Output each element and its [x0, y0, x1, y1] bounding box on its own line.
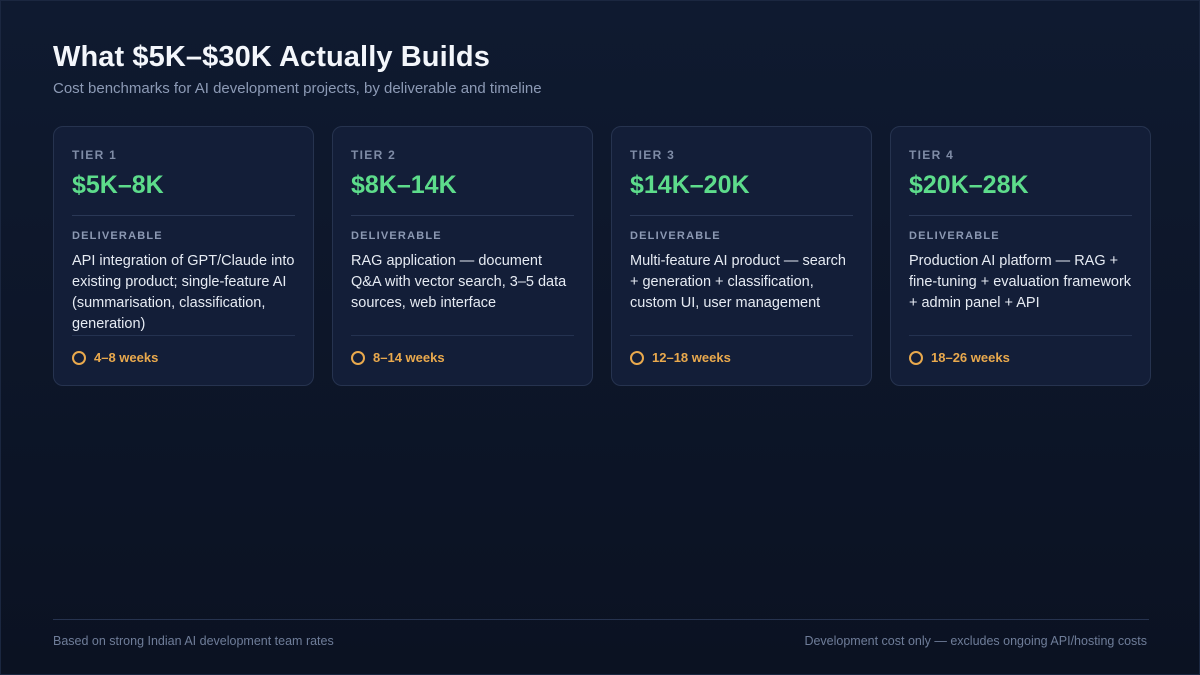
divider — [630, 215, 853, 216]
tier-label: TIER 3 — [630, 148, 676, 162]
tier-label: TIER 1 — [72, 148, 118, 162]
timeline-text: 12–18 weeks — [652, 350, 731, 365]
deliverable-text: Multi-feature AI product — search + gene… — [630, 253, 846, 311]
deliverable-text: RAG application — document Q&A with vect… — [351, 253, 567, 311]
clock-icon — [909, 350, 923, 365]
tier-price: $5K–8K — [72, 171, 164, 199]
footer-note-left: Based on strong Indian AI development te… — [53, 634, 334, 648]
deliverable-label: DELIVERABLE — [72, 230, 163, 242]
clock-icon — [72, 350, 86, 365]
timeline-text: 18–26 weeks — [931, 350, 1010, 365]
tier-price: $8K–14K — [351, 171, 457, 199]
timeline-text: 4–8 weeks — [94, 350, 159, 365]
page-title: What $5K–$30K Actually Builds — [53, 41, 490, 73]
divider — [909, 215, 1132, 216]
timeline: 8–14 weeks — [351, 350, 445, 365]
divider — [72, 215, 295, 216]
deliverable-label: DELIVERABLE — [630, 230, 721, 242]
tier-card-4: TIER 4 $20K–28K DELIVERABLE Production A… — [890, 126, 1151, 386]
divider — [351, 335, 574, 336]
timeline: 12–18 weeks — [630, 350, 731, 365]
deliverable-text: API integration of GPT/Claude into exist… — [72, 253, 295, 332]
deliverable-label: DELIVERABLE — [909, 230, 1000, 242]
tier-cards: TIER 1 $5K–8K DELIVERABLE API integratio… — [53, 126, 1151, 386]
divider — [72, 335, 295, 336]
timeline: 18–26 weeks — [909, 350, 1010, 365]
tier-card-3: TIER 3 $14K–20K DELIVERABLE Multi-featur… — [611, 126, 872, 386]
timeline-text: 8–14 weeks — [373, 350, 445, 365]
divider — [909, 335, 1132, 336]
tier-price: $20K–28K — [909, 171, 1029, 199]
tier-card-2: TIER 2 $8K–14K DELIVERABLE RAG applicati… — [332, 126, 593, 386]
deliverable-text: Production AI platform — RAG + fine-tuni… — [909, 253, 1132, 311]
tier-price: $14K–20K — [630, 171, 750, 199]
divider — [351, 215, 574, 216]
clock-icon — [630, 350, 644, 365]
divider — [630, 335, 853, 336]
tier-label: TIER 4 — [909, 148, 955, 162]
timeline: 4–8 weeks — [72, 350, 158, 365]
tier-label: TIER 2 — [351, 148, 397, 162]
tier-card-1: TIER 1 $5K–8K DELIVERABLE API integratio… — [53, 126, 314, 386]
footer-divider — [53, 619, 1149, 620]
deliverable-label: DELIVERABLE — [351, 230, 442, 242]
page-subtitle: Cost benchmarks for AI development proje… — [53, 80, 542, 97]
clock-icon — [351, 350, 365, 365]
footer-note-right: Development cost only — excludes ongoing… — [804, 634, 1147, 648]
